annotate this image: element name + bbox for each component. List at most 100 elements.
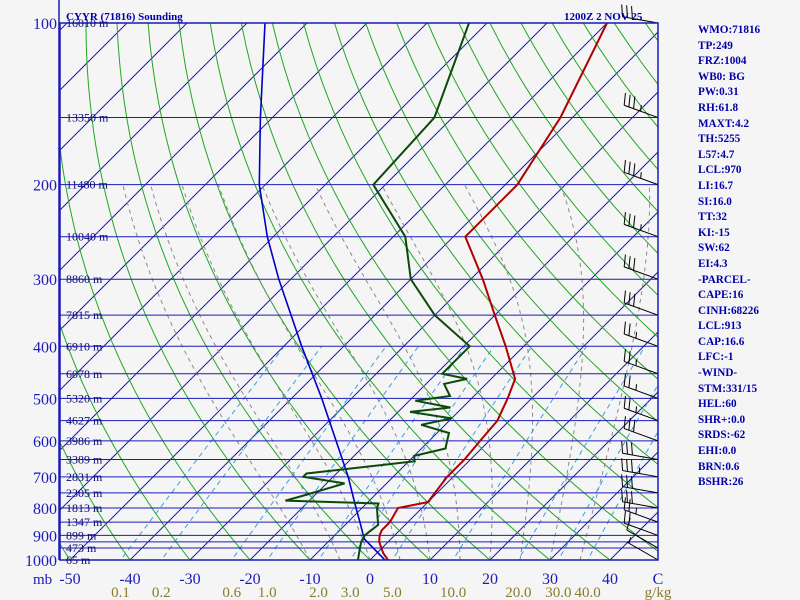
wind-barb-flag [621, 489, 624, 502]
wind-barb [623, 159, 659, 186]
height-label: 3389 m [66, 453, 103, 467]
indices-panel: WMO:71816 TP:249 FRZ:1004 WB0: BG PW:0.31 RH:… [698, 23, 798, 491]
index-item: SI:16.0 [698, 195, 732, 208]
wind-barb-flag [633, 419, 636, 433]
wind-barb-half-flag [640, 224, 642, 231]
wind-barb-flag [633, 257, 636, 271]
wind-barb-flag [628, 499, 631, 512]
wind-barb-flag [628, 161, 631, 175]
height-label: 10040 m [66, 230, 109, 244]
isotherm-line [429, 331, 658, 560]
dry-adiabat-line [116, 23, 371, 560]
wind-barb-half-flag [628, 537, 632, 544]
wind-barb-staff [626, 541, 659, 561]
pressure-tick-label: 900 [33, 528, 57, 545]
wind-barb-flag [631, 6, 633, 19]
wind-barb-flag [623, 159, 626, 173]
wind-barb-staff [624, 522, 659, 536]
wind-barb-flag [628, 213, 631, 227]
temperature-tick-label: 20 [482, 571, 498, 588]
wind-barb-half-flag [635, 384, 638, 391]
isotherm-line [60, 23, 188, 151]
wind-barb [623, 510, 659, 536]
temperature-line [378, 23, 608, 560]
wind-barb-staff [626, 529, 659, 549]
parcel-path-line [258, 23, 386, 560]
index-item: BSHR:26 [698, 476, 744, 489]
wind-barb-flag [626, 441, 628, 455]
wind-barb [623, 416, 659, 442]
dry-adiabat-line [334, 23, 658, 466]
temperature-tick-label: -50 [59, 571, 80, 588]
pressure-tick-label: 500 [33, 391, 57, 408]
mixing-ratio-tick-label: 5.0 [383, 585, 402, 600]
index-item: FRZ:1004 [698, 55, 747, 68]
temperature-tick-label: -10 [299, 571, 320, 588]
height-label: 3986 m [66, 434, 103, 448]
wind-barb-staff [624, 266, 659, 280]
wind-barb [623, 254, 659, 280]
sounding-time: 1200Z 2 NOV 25 [564, 11, 643, 23]
station-title: CYYR (71816) Sounding [66, 11, 183, 23]
wind-barb-flag [626, 490, 628, 503]
moist-adiabat-line [381, 184, 493, 560]
mixing-ratio-tick-label: 30.0 [545, 585, 571, 600]
index-item: LI:16.7 [698, 179, 734, 192]
isotherm-line [60, 23, 308, 271]
wind-barb-flag [631, 491, 633, 504]
height-label: 6078 m [66, 367, 103, 381]
mixing-ratio-tick-label: 2.0 [309, 585, 328, 600]
height-label: 7815 m [66, 308, 103, 322]
wind-barb-staff [622, 501, 659, 509]
wind-barb-flag [626, 475, 628, 488]
index-item: CAP:16.6 [698, 335, 745, 348]
wind-barb [623, 290, 659, 316]
wind-barb-staff [624, 333, 659, 347]
isotherm-line [60, 23, 368, 331]
height-label: 8860 m [66, 272, 103, 286]
wind-barb-flag [623, 321, 626, 335]
wind-barb-flag [623, 290, 626, 303]
temperature-tick-label: 40 [602, 571, 618, 588]
isotherm-line [369, 271, 658, 560]
index-item: MAXT:4.2 [698, 117, 750, 130]
isotherm-line [69, 23, 608, 560]
mixing-ratio-line [119, 345, 285, 560]
height-label: 13350 m [66, 111, 109, 125]
dewpoint-line [285, 23, 472, 560]
height-label: 473 m [66, 541, 97, 555]
wind-barb-flag [628, 323, 631, 336]
chart-frame [58, 0, 659, 561]
wind-barb-flag [623, 254, 626, 267]
height-label: 4627 m [66, 414, 103, 428]
moist-adiabat-line [181, 184, 371, 560]
wind-barb-half-flag [635, 507, 638, 515]
index-item: -PARCEL- [698, 273, 751, 286]
dry-adiabat-line [60, 323, 191, 560]
wind-barb-flag [628, 512, 631, 525]
wind-barb-flag [621, 458, 624, 471]
index-item: EI:4.3 [698, 257, 728, 270]
wind-barb-flag [623, 416, 626, 429]
index-item: L57:4.7 [698, 148, 735, 161]
isotherm-line [309, 211, 658, 560]
pressure-unit-label: mb [33, 572, 52, 588]
index-item: BRN:0.6 [698, 460, 740, 473]
wind-barb [621, 440, 659, 461]
wind-barb-flag [628, 375, 631, 388]
height-label: 16010 m [66, 16, 109, 30]
pressure-tick-label: 300 [33, 272, 57, 289]
wind-barb-staff [624, 509, 659, 523]
wind-barb-staff [622, 16, 659, 24]
dry-adiabat-line [365, 23, 658, 423]
isotherm-line [60, 23, 248, 211]
mixing-ratio-line [587, 430, 658, 560]
wind-barb-flag [633, 215, 636, 228]
wind-barb-staff [624, 302, 659, 316]
wind-barb-half-flag [635, 332, 638, 339]
mixing-ratio-line [517, 346, 646, 560]
index-item: LCL:970 [698, 164, 742, 177]
mixing-ratio-tick-label: 40.0 [575, 585, 601, 600]
isotherm-line [189, 91, 658, 560]
